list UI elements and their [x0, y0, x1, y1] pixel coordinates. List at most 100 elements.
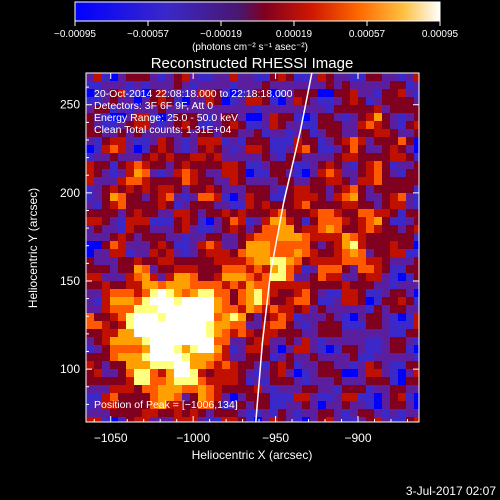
- heatmap-cell: [246, 265, 254, 273]
- heatmap-cell: [398, 233, 406, 241]
- heatmap-cell: [102, 225, 110, 233]
- heatmap-cell: [326, 385, 334, 393]
- heatmap-cell: [198, 161, 206, 169]
- info-line-energy: Energy Range: 25.0 - 50.0 keV: [94, 112, 238, 124]
- heatmap-cell: [406, 169, 414, 177]
- heatmap-cell: [262, 145, 270, 153]
- heatmap-cell: [262, 137, 270, 145]
- heatmap-cell: [310, 409, 318, 417]
- heatmap-cell: [342, 361, 350, 369]
- heatmap-cell: [294, 361, 302, 369]
- heatmap-cell: [182, 153, 190, 161]
- heatmap-cell: [254, 345, 262, 353]
- heatmap-cell: [190, 321, 198, 329]
- heatmap-cell: [126, 129, 134, 137]
- heatmap-cell: [398, 201, 406, 209]
- heatmap-cell: [150, 369, 158, 377]
- heatmap-cell: [198, 73, 206, 81]
- heatmap-cell: [278, 129, 286, 137]
- heatmap-cell: [150, 201, 158, 209]
- heatmap-cell: [246, 161, 254, 169]
- heatmap-cell: [102, 177, 110, 185]
- heatmap-cell: [286, 353, 294, 361]
- heatmap-cell: [398, 209, 406, 217]
- heatmap-cell: [366, 209, 374, 217]
- heatmap-cell: [262, 161, 270, 169]
- heatmap-cell: [262, 361, 270, 369]
- heatmap-cell: [102, 201, 110, 209]
- heatmap-cell: [294, 225, 302, 233]
- heatmap-cell: [334, 233, 342, 241]
- heatmap-cell: [262, 177, 270, 185]
- heatmap-cell: [326, 361, 334, 369]
- heatmap-cell: [270, 89, 278, 97]
- heatmap-cell: [350, 105, 358, 113]
- heatmap-cell: [86, 249, 94, 257]
- heatmap-cell: [94, 73, 102, 81]
- heatmap-cell: [382, 97, 390, 105]
- heatmap-cell: [262, 377, 270, 385]
- heatmap-cell: [302, 345, 310, 353]
- heatmap-cell: [390, 377, 398, 385]
- heatmap-cell: [318, 289, 326, 297]
- heatmap-cell: [158, 137, 166, 145]
- heatmap-cell: [310, 329, 318, 337]
- heatmap-cell: [286, 233, 294, 241]
- heatmap-cell: [406, 129, 414, 137]
- heatmap-cell: [158, 209, 166, 217]
- heatmap-cell: [366, 329, 374, 337]
- heatmap-cell: [246, 305, 254, 313]
- heatmap-cell: [182, 73, 190, 81]
- heatmap-cell: [366, 265, 374, 273]
- heatmap-cell: [382, 329, 390, 337]
- heatmap-cell: [414, 337, 419, 345]
- heatmap-cell: [94, 105, 102, 113]
- heatmap-cell: [390, 193, 398, 201]
- heatmap-cell: [230, 385, 238, 393]
- heatmap-cell: [94, 385, 102, 393]
- heatmap-cell: [326, 409, 334, 417]
- heatmap-cell: [174, 321, 182, 329]
- heatmap-cell: [406, 89, 414, 97]
- heatmap-cell: [414, 97, 419, 105]
- heatmap-cell: [150, 217, 158, 225]
- heatmap-cell: [374, 337, 382, 345]
- heatmap-cell: [254, 281, 262, 289]
- heatmap-cell: [358, 265, 366, 273]
- heatmap-cell: [390, 385, 398, 393]
- heatmap-cell: [366, 257, 374, 265]
- heatmap-cell: [310, 369, 318, 377]
- heatmap-cell: [310, 209, 318, 217]
- heatmap-cell: [262, 153, 270, 161]
- heatmap-cell: [174, 217, 182, 225]
- heatmap-cell: [206, 393, 214, 401]
- heatmap-cell: [230, 73, 238, 81]
- heatmap-cell: [150, 241, 158, 249]
- heatmap-cell: [150, 161, 158, 169]
- heatmap-cell: [366, 201, 374, 209]
- heatmap-cell: [262, 201, 270, 209]
- heatmap-cell: [278, 345, 286, 353]
- heatmap-cell: [374, 73, 382, 81]
- heatmap-cell: [414, 129, 419, 137]
- heatmap-cell: [326, 97, 334, 105]
- heatmap-cell: [230, 217, 238, 225]
- heatmap-cell: [318, 209, 326, 217]
- heatmap-cell: [270, 137, 278, 145]
- heatmap-cell: [374, 97, 382, 105]
- heatmap-cell: [390, 321, 398, 329]
- heatmap-cell: [182, 105, 190, 113]
- heatmap-cell: [86, 185, 94, 193]
- heatmap-cell: [166, 305, 174, 313]
- heatmap-cell: [262, 401, 270, 409]
- heatmap-cell: [206, 177, 214, 185]
- heatmap-cell: [222, 105, 230, 113]
- heatmap-cell: [406, 297, 414, 305]
- heatmap-cell: [294, 337, 302, 345]
- heatmap-cell: [142, 89, 150, 97]
- heatmap-cell: [318, 257, 326, 265]
- heatmap-cell: [414, 121, 419, 129]
- heatmap-cell: [214, 89, 222, 97]
- heatmap-cell: [230, 249, 238, 257]
- heatmap-cell: [310, 169, 318, 177]
